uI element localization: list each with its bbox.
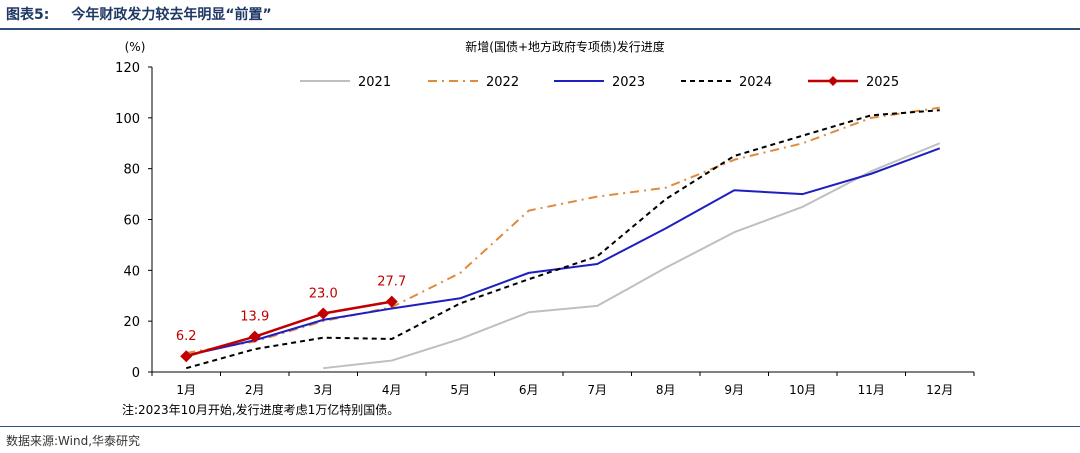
figure-label: 图表5: (6, 7, 50, 23)
x-tick-label: 8月 (656, 383, 676, 397)
legend-label: 2025 (866, 75, 899, 90)
series-2025: 6.2 13.9 23.0 27.7 (176, 275, 406, 363)
y-tick-label: 0 (132, 366, 140, 381)
chart-title: 新增(国债+地方政府专项债)发行进度 (465, 39, 664, 54)
x-tick-label: 10月 (789, 383, 816, 397)
data-point-2025 (317, 307, 330, 320)
data-label: 27.7 (377, 275, 406, 290)
legend-item-2024: 2024 (681, 75, 772, 90)
x-tick-label: 1月 (176, 383, 196, 397)
y-axis-unit: (%) (125, 40, 146, 54)
data-source: 数据来源:Wind,华泰研究 (6, 434, 141, 448)
legend-label: 2021 (358, 75, 391, 90)
x-tick-label: 5月 (450, 383, 470, 397)
line-2024 (185, 109, 940, 370)
data-label: 13.9 (240, 310, 269, 325)
y-tick-label: 100 (115, 112, 140, 127)
data-point-2025 (248, 330, 261, 343)
series-2022 (186, 106, 940, 354)
bottom-divider (0, 426, 1080, 427)
line-2022 (186, 106, 940, 354)
x-tick-label: 9月 (724, 383, 744, 397)
x-tick-label: 4月 (382, 383, 402, 397)
y-tick-label: 40 (123, 264, 140, 279)
y-tick-label: 80 (123, 163, 140, 178)
y-tick-label: 20 (123, 315, 140, 330)
y-tick-label: 60 (123, 214, 140, 229)
data-point-2025 (180, 350, 193, 363)
figure-title-text: 今年财政发力较去年明显“前置” (71, 7, 272, 23)
legend-item-2021: 2021 (300, 75, 391, 90)
line-2025 (185, 300, 392, 358)
data-label: 6.2 (176, 329, 197, 344)
x-tick-label: 3月 (313, 383, 333, 397)
line-2023 (186, 147, 941, 357)
line-2021 (323, 142, 941, 370)
series-2021 (323, 142, 941, 370)
chart-note: 注:2023年10月开始,发行进度考虑1万亿特别国债。 (122, 402, 399, 417)
x-tick-label: 7月 (587, 383, 607, 397)
legend-item-2025: 2025 (808, 75, 899, 90)
legend-label: 2023 (612, 75, 645, 90)
x-tick-label: 2月 (245, 383, 265, 397)
series-2023 (186, 147, 941, 357)
x-tick-label: 6月 (519, 383, 539, 397)
legend-marker (828, 76, 838, 86)
x-tick-label: 11月 (858, 383, 885, 397)
x-tick-label: 12月 (926, 383, 953, 397)
data-label: 23.0 (309, 287, 338, 302)
top-divider (0, 28, 1080, 30)
figure-title: 图表5: 今年财政发力较去年明显“前置” (6, 4, 272, 24)
legend-item-2023: 2023 (554, 75, 645, 90)
legend-label: 2024 (739, 75, 772, 90)
series-2024 (185, 109, 940, 370)
legend-item-2022: 2022 (428, 75, 519, 90)
legend-label: 2022 (486, 75, 519, 90)
y-tick-label: 120 (115, 61, 140, 76)
data-point-2025 (385, 295, 398, 308)
